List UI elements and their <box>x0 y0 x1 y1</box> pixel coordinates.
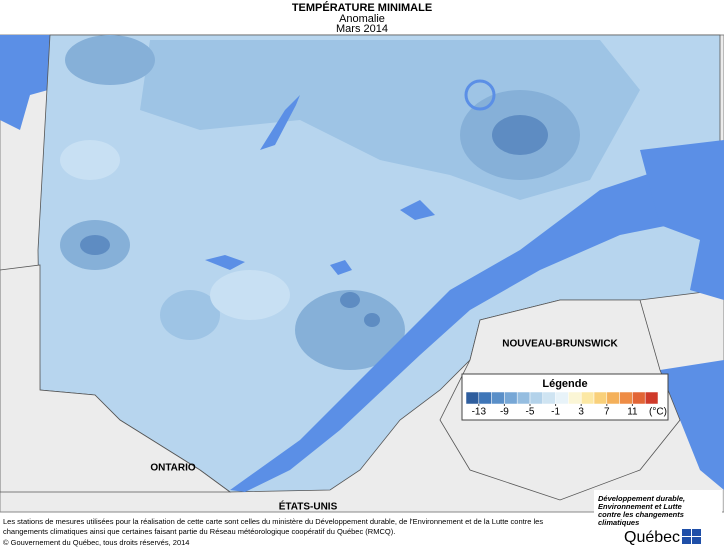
flag-square <box>682 529 691 536</box>
title: TEMPÉRATURE MINIMALE <box>292 1 432 14</box>
legend-swatch <box>568 391 582 405</box>
lake <box>205 255 245 270</box>
lake <box>400 200 435 220</box>
reservoir <box>464 79 496 111</box>
ontario <box>0 264 232 493</box>
logo-name: Québec <box>624 529 680 546</box>
anomaly-zone <box>492 115 548 155</box>
legend-swatch <box>644 391 659 405</box>
logo-text: climatiques <box>598 518 639 527</box>
flag-square <box>692 529 701 536</box>
lake <box>260 95 300 150</box>
gulf <box>640 140 724 300</box>
st-lawrence <box>230 150 720 492</box>
anomaly-zone <box>364 313 380 327</box>
legend-swatch <box>529 391 544 405</box>
gulf <box>660 360 724 490</box>
lake <box>330 260 352 275</box>
anomaly-zone <box>160 290 220 340</box>
legend-swatch <box>465 391 480 405</box>
legend-title: Légende <box>542 378 587 390</box>
hudson-bay <box>0 35 50 130</box>
anomaly-zone <box>80 235 110 255</box>
logo-text: Environnement et Lutte <box>598 502 682 511</box>
copyright: © Gouvernement du Québec, tous droits ré… <box>3 538 189 547</box>
region-label: ÉTATS-UNIS <box>279 500 338 513</box>
legend-swatch <box>478 391 492 405</box>
anomaly-zone <box>65 35 155 85</box>
legend-swatch <box>504 391 518 405</box>
legend-tick-label: -5 <box>526 407 535 418</box>
subtitle: Anomalie <box>339 13 385 25</box>
footer-note: changements climatiques ainsi que certai… <box>3 527 395 536</box>
legend-tick-label: 11 <box>627 407 638 418</box>
anomaly-zone <box>60 140 120 180</box>
legend-tick-label: -13 <box>472 407 487 418</box>
logo-text: contre les changements <box>598 510 684 519</box>
date: Mars 2014 <box>336 23 388 35</box>
legend-swatch <box>580 391 595 405</box>
anomaly-zone <box>340 292 360 308</box>
map: NOUVEAU-BRUNSWICK ONTARIO ÉTATS-UNIS <box>0 34 724 513</box>
legend-swatch <box>555 391 569 405</box>
legend-swatch <box>542 391 556 405</box>
legend-swatch <box>606 391 620 405</box>
anomaly-zone <box>210 270 290 320</box>
legend: Légende -13 -9 -5 -1 3 7 11 (°C) <box>461 373 669 421</box>
legend-tick-label: -1 <box>551 407 560 418</box>
logo: Développement durable, Environnement et … <box>594 490 722 547</box>
region-label: ONTARIO <box>150 463 196 474</box>
legend-tick-label: 7 <box>604 407 610 418</box>
legend-swatch <box>619 391 633 405</box>
legend-swatch <box>491 391 505 405</box>
region-label: NOUVEAU-BRUNSWICK <box>502 339 618 350</box>
flag-square <box>682 537 691 544</box>
legend-unit: (°C) <box>649 407 667 418</box>
legend-tick-label: -9 <box>500 407 509 418</box>
flag-square <box>692 537 701 544</box>
legend-swatch <box>516 391 531 405</box>
footer-note: Les stations de mesures utilisées pour l… <box>3 517 543 526</box>
logo-text: Développement durable, <box>598 494 685 503</box>
legend-tick-label: 3 <box>578 407 584 418</box>
anomaly-zone <box>295 290 405 370</box>
footer: Les stations de mesures utilisées pour l… <box>3 517 543 547</box>
legend-swatch <box>593 391 608 405</box>
legend-swatch <box>632 391 646 405</box>
